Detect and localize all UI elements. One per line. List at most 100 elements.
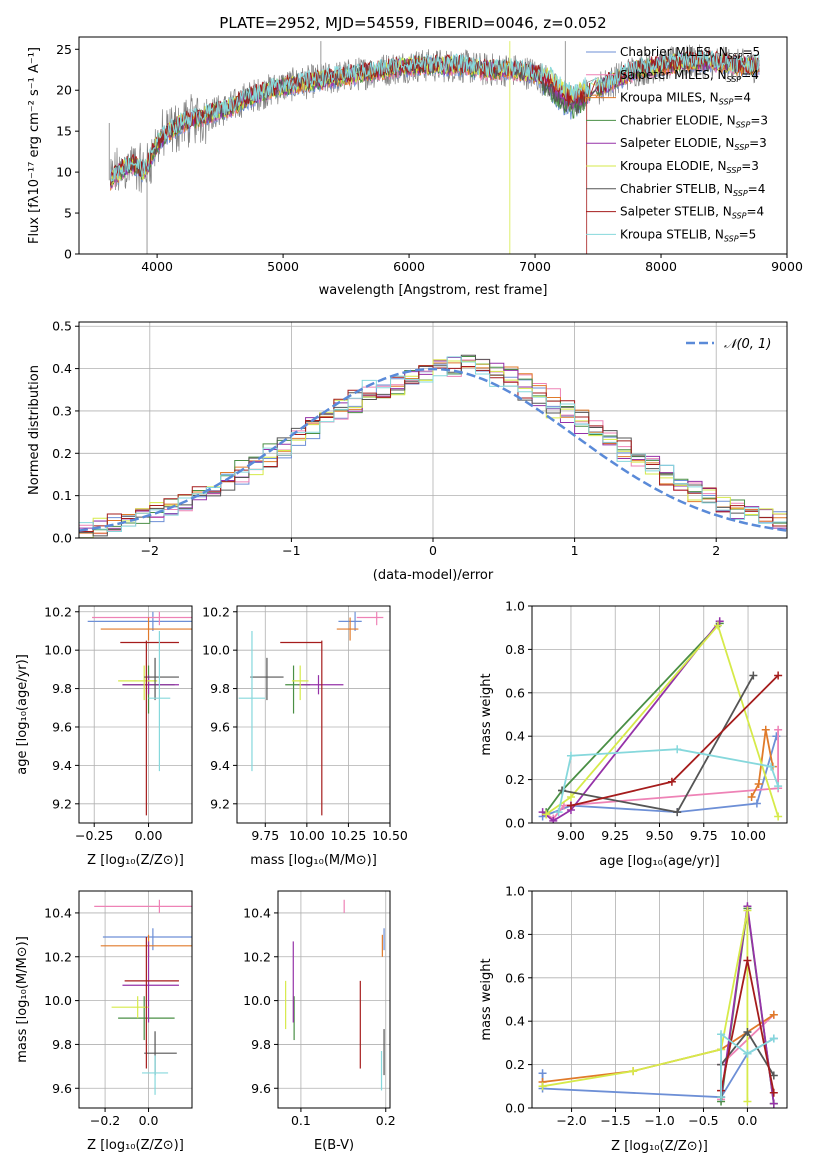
y-tick-label: 1.0 bbox=[505, 884, 525, 899]
y-tick-label: 0.3 bbox=[52, 403, 72, 418]
y-tick-label: 10.0 bbox=[44, 643, 72, 658]
plus-marker bbox=[743, 906, 752, 915]
panel-plot-area bbox=[108, 41, 760, 254]
x-tick-label: 0.0 bbox=[139, 1113, 159, 1128]
y-tick-label: 9.8 bbox=[52, 1037, 72, 1052]
panel-plot-area bbox=[238, 611, 384, 816]
y-tick-label: 10.4 bbox=[243, 905, 271, 920]
y-tick-label: 10.2 bbox=[243, 949, 271, 964]
plus-marker bbox=[774, 782, 783, 791]
mass-weight-line bbox=[542, 620, 721, 822]
y-axis-label: mass weight bbox=[479, 673, 494, 755]
plus-marker bbox=[538, 1082, 547, 1091]
plus-marker bbox=[774, 671, 783, 680]
legend-label-n: =5 bbox=[742, 45, 760, 59]
legend-label-n: =5 bbox=[739, 227, 757, 241]
panel-plot-area bbox=[538, 617, 783, 823]
x-tick-label: 9.25 bbox=[601, 828, 629, 843]
plus-marker bbox=[754, 779, 763, 788]
y-tick-label: 5 bbox=[64, 206, 72, 221]
mass-weight-line bbox=[570, 674, 779, 807]
x-tick-label: 0.2 bbox=[376, 1113, 396, 1128]
plus-marker bbox=[767, 762, 776, 771]
legend-label-sub: SSP bbox=[736, 120, 751, 129]
plus-marker bbox=[743, 1097, 752, 1106]
x-tick-label: 8000 bbox=[645, 259, 677, 274]
legend-label-sub: SSP bbox=[719, 98, 734, 107]
x-tick-label: −2.0 bbox=[556, 1113, 586, 1128]
y-axis-label: Flux [fλ10⁻¹⁷ erg cm⁻² s⁻¹ A⁻¹] bbox=[27, 47, 42, 244]
y-tick-label: 9.2 bbox=[52, 796, 72, 811]
y-tick-label: 0.6 bbox=[505, 970, 525, 985]
y-tick-label: 0.4 bbox=[505, 1014, 525, 1029]
model-spectrum-line bbox=[110, 50, 760, 182]
plus-marker bbox=[715, 617, 724, 626]
normal-distribution-curve bbox=[79, 367, 787, 532]
y-tick-label: 15 bbox=[56, 124, 72, 139]
panel-plot-area bbox=[538, 902, 778, 1108]
y-tick-label: 10.2 bbox=[202, 604, 230, 619]
legend-label-sub: SSP bbox=[732, 212, 747, 221]
y-tick-label: 0.2 bbox=[505, 1057, 525, 1072]
x-tick-label: 7000 bbox=[519, 259, 551, 274]
residual-histogram bbox=[79, 356, 787, 532]
y-tick-label: 9.4 bbox=[52, 758, 72, 773]
plus-marker bbox=[717, 1030, 726, 1039]
y-tick-label: 10.0 bbox=[202, 643, 230, 658]
legend-label-name: Salpeter MILES, N bbox=[620, 68, 727, 82]
y-tick-label: 0.6 bbox=[505, 685, 525, 700]
legend-label-n: =4 bbox=[733, 91, 751, 105]
panel-plot-area bbox=[79, 354, 787, 538]
axes-frame bbox=[236, 605, 391, 824]
legend-label-sub: SSP bbox=[734, 143, 749, 152]
axes-frame bbox=[78, 36, 788, 255]
x-tick-label: 1 bbox=[571, 543, 579, 558]
legend-label: Chabrier ELODIE, NSSP=3 bbox=[620, 113, 768, 129]
plus-marker bbox=[743, 1028, 752, 1037]
legend-label-n: =3 bbox=[750, 113, 768, 127]
x-tick-label: 0 bbox=[429, 543, 437, 558]
legend-label: Salpeter MILES, NSSP=4 bbox=[620, 68, 759, 84]
plus-marker bbox=[554, 808, 563, 817]
y-tick-label: 25 bbox=[56, 42, 72, 57]
plus-marker bbox=[629, 1067, 638, 1076]
y-tick-label: 9.6 bbox=[52, 1081, 72, 1096]
x-tick-label: 0.00 bbox=[135, 828, 163, 843]
legend-label-name: Salpeter STELIB, N bbox=[620, 205, 732, 219]
y-tick-label: 0.0 bbox=[52, 531, 72, 546]
mass-weight-line bbox=[545, 623, 779, 817]
x-axis-label: Z [log₁₀(Z/Z⊙)] bbox=[87, 1138, 184, 1153]
y-tick-label: 0.8 bbox=[505, 927, 525, 942]
legend-label: Salpeter STELIB, NSSP=4 bbox=[620, 205, 764, 221]
data-layer bbox=[79, 41, 787, 1108]
legend-label-name: Chabrier MILES, N bbox=[620, 45, 728, 59]
x-tick-label: 10.50 bbox=[372, 828, 408, 843]
panel-plot-area bbox=[94, 899, 192, 1095]
x-axis-label: E(B-V) bbox=[314, 1138, 354, 1153]
panel-plot-area bbox=[87, 611, 192, 816]
y-axis-label: mass weight bbox=[479, 958, 494, 1040]
x-tick-label: 5000 bbox=[267, 259, 299, 274]
chart-title: PLATE=2952, MJD=54559, FIBERID=0046, z=0… bbox=[219, 14, 606, 32]
x-tick-label: 9000 bbox=[771, 259, 803, 274]
plus-marker bbox=[749, 671, 758, 680]
y-tick-label: 0.8 bbox=[505, 642, 525, 657]
legend-label: Chabrier STELIB, NSSP=4 bbox=[620, 182, 765, 198]
x-tick-label: −1.5 bbox=[600, 1113, 630, 1128]
panel-plot-area bbox=[285, 899, 385, 1091]
legend-label: Kroupa MILES, NSSP=4 bbox=[620, 91, 751, 107]
plus-marker bbox=[769, 1088, 778, 1097]
y-tick-label: 10.0 bbox=[243, 993, 271, 1008]
axes-frame bbox=[78, 890, 193, 1109]
plus-marker bbox=[774, 812, 783, 821]
y-tick-label: 9.6 bbox=[52, 719, 72, 734]
y-tick-label: 10 bbox=[56, 165, 72, 180]
x-axis-label: age [log₁₀(age/yr)] bbox=[599, 854, 720, 869]
x-axis-label: wavelength [Angstrom, rest frame] bbox=[319, 283, 548, 298]
x-tick-label: 2 bbox=[712, 543, 720, 558]
y-tick-label: 0 bbox=[64, 247, 72, 262]
x-tick-label: 0.1 bbox=[291, 1113, 311, 1128]
legend-label-name: Kroupa STELIB, N bbox=[620, 227, 724, 241]
legend-label-name: Chabrier STELIB, N bbox=[620, 182, 733, 196]
